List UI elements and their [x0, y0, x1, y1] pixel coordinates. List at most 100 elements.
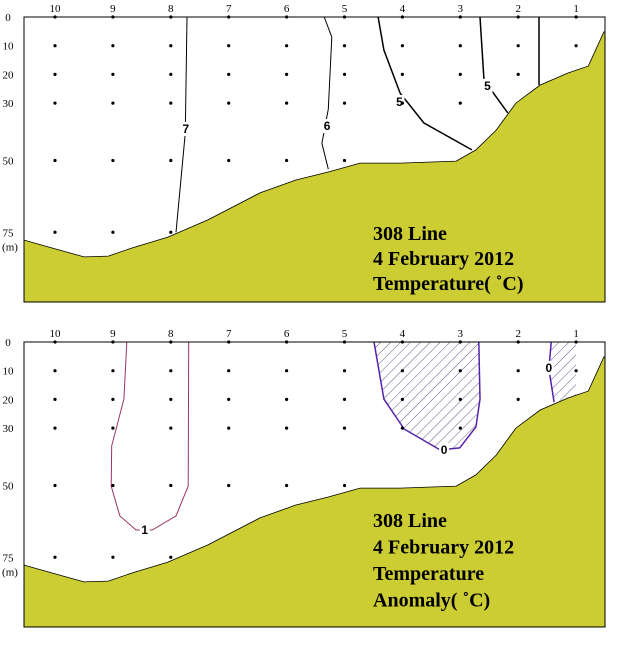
sample-point [458, 101, 462, 105]
sample-point [169, 340, 173, 344]
sample-point [400, 340, 404, 344]
plot-frame [23, 341, 606, 628]
sample-point [400, 369, 404, 373]
station-label: 7 [226, 3, 232, 15]
sample-point [169, 15, 173, 19]
contour-line-1 [110, 341, 190, 531]
sample-point [285, 397, 289, 401]
sample-point [53, 15, 57, 19]
chart-title-line: 308 Line [373, 510, 447, 532]
sample-point [285, 72, 289, 76]
sample-point [169, 397, 173, 401]
depth-label: 10 [3, 41, 15, 53]
sample-point [400, 72, 404, 76]
sample-point [285, 369, 289, 373]
station-label: 5 [342, 3, 348, 15]
sample-point [516, 369, 520, 373]
station-label: 9 [110, 328, 116, 340]
sample-point [285, 101, 289, 105]
sample-point [169, 158, 173, 163]
sample-point [111, 340, 115, 344]
sample-point [53, 44, 57, 48]
depth-unit-label: (m) [2, 241, 18, 253]
station-label: 4 [400, 3, 406, 15]
sample-point [111, 397, 115, 401]
sample-point [53, 426, 57, 430]
sample-point [227, 397, 231, 401]
depth-label: 20 [3, 394, 15, 406]
station-label: 10 [50, 328, 62, 340]
sample-point [574, 340, 578, 344]
station-label: 1 [573, 328, 579, 340]
sample-point [169, 101, 173, 105]
sample-point [53, 340, 57, 344]
plot-frame [23, 16, 606, 303]
depth-label: 20 [3, 69, 15, 81]
depth-label: 50 [3, 156, 15, 168]
sample-point [458, 72, 462, 76]
sample-point [53, 483, 57, 488]
depth-label: 0 [5, 337, 11, 349]
seabed-terrain [23, 356, 606, 628]
sample-point [111, 555, 115, 559]
contour-label: 6 [324, 119, 331, 133]
station-label: 1 [573, 3, 579, 15]
station-label: 10 [50, 3, 62, 15]
sample-point [227, 340, 231, 344]
sample-point [400, 426, 404, 430]
sample-point [342, 44, 347, 48]
sample-point [53, 555, 57, 559]
contour-line-6 [321, 16, 333, 170]
sample-point [342, 426, 347, 430]
sample-point [400, 15, 404, 19]
sample-point [111, 72, 115, 76]
sample-point [53, 397, 57, 401]
sample-point [342, 101, 347, 105]
chart-title-line: Temperature( ˚C) [373, 273, 524, 295]
depth-label: 10 [3, 366, 15, 378]
station-label: 7 [226, 328, 232, 340]
contour-label-background [482, 78, 493, 93]
sample-point [285, 15, 289, 19]
contour-label-background [439, 442, 450, 457]
sample-point [458, 426, 462, 430]
sample-point [169, 483, 173, 488]
sample-point [342, 397, 347, 401]
station-label: 3 [458, 3, 464, 15]
sample-point [53, 369, 57, 373]
sample-point [342, 15, 347, 19]
sample-point [227, 15, 231, 19]
sample-point [111, 15, 115, 19]
sample-point [285, 426, 289, 430]
depth-label: 75 [3, 552, 15, 564]
sample-point [227, 483, 231, 488]
contour-label-background [394, 94, 405, 109]
depth-label: 30 [3, 98, 15, 110]
sample-point [458, 340, 462, 344]
sample-point [53, 72, 57, 76]
sample-point [574, 369, 578, 373]
station-label: 3 [458, 328, 464, 340]
contour-label: 0 [441, 443, 448, 457]
station-label: 2 [515, 328, 521, 340]
contour-line-0 [373, 341, 481, 451]
sample-point [169, 230, 173, 234]
sample-point [342, 369, 347, 373]
sample-point [516, 340, 520, 344]
negative-anomaly-hatch [548, 342, 577, 403]
sample-point [53, 230, 57, 234]
chart-title-line: 4 February 2012 [373, 248, 514, 270]
sample-point [400, 397, 404, 401]
sample-point [227, 72, 231, 76]
depth-label: 0 [5, 12, 11, 24]
depth-label: 75 [3, 227, 15, 239]
sample-point [516, 397, 520, 401]
sample-point [400, 101, 404, 105]
sample-point [400, 44, 404, 48]
sample-point [285, 483, 289, 488]
sample-point [169, 369, 173, 373]
depth-label: 30 [3, 423, 15, 435]
sample-point [285, 158, 289, 163]
station-label: 8 [168, 3, 174, 15]
